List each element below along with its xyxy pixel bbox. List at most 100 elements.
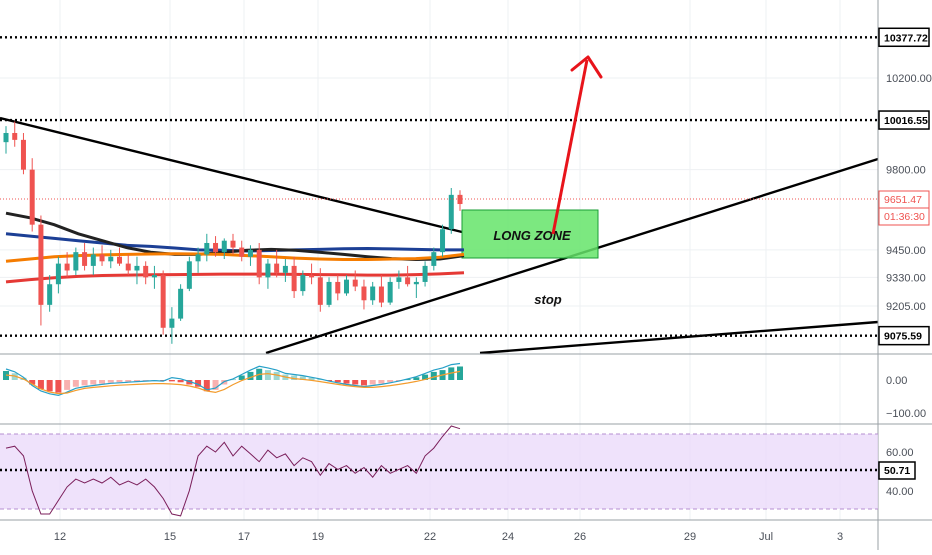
candle[interactable]	[29, 158, 35, 232]
candle[interactable]	[117, 247, 122, 266]
macd-histogram-bar	[99, 380, 106, 384]
candle[interactable]	[55, 256, 61, 294]
target-arrow-icon[interactable]	[551, 55, 603, 235]
macd-histogram-bar	[168, 380, 175, 382]
candle[interactable]	[230, 233, 236, 255]
candle[interactable]	[448, 187, 454, 234]
candle[interactable]	[47, 275, 53, 312]
candle[interactable]	[291, 256, 297, 298]
candle[interactable]	[160, 270, 166, 335]
lower-trendline[interactable]	[479, 320, 879, 355]
candle[interactable]	[282, 259, 288, 282]
candle[interactable]	[387, 277, 393, 305]
candle[interactable]	[413, 277, 419, 298]
macd-histogram-bar	[369, 380, 376, 385]
trendlines[interactable]	[0, 116, 879, 355]
candle[interactable]	[440, 224, 446, 257]
candle[interactable]	[326, 277, 332, 308]
candle[interactable]	[134, 256, 140, 285]
macd-histogram-bar	[387, 380, 394, 383]
time-tick-label: 12	[54, 531, 66, 543]
candle[interactable]	[247, 245, 253, 266]
candle[interactable]	[108, 249, 114, 269]
macd-histogram-bar	[186, 380, 193, 385]
candle[interactable]	[143, 261, 149, 285]
candle[interactable]	[335, 275, 341, 301]
macd-signal-line	[5, 370, 461, 395]
candle[interactable]	[405, 265, 411, 287]
macd-histogram-bar	[29, 380, 36, 385]
macd-histogram-bar	[133, 380, 140, 382]
candle[interactable]	[431, 247, 437, 271]
rsi-value-tag: 50.71	[878, 461, 916, 480]
candle[interactable]	[64, 252, 70, 278]
candle[interactable]	[125, 254, 131, 276]
candle[interactable]	[20, 132, 26, 175]
candle[interactable]	[422, 261, 428, 287]
svg-text:50.71: 50.71	[884, 465, 910, 477]
macd-pane[interactable]	[3, 362, 463, 397]
long-zone-box[interactable]	[461, 209, 599, 259]
price-pane[interactable]: LONG ZONE stop	[0, 36, 879, 355]
candle[interactable]	[370, 281, 376, 305]
candle[interactable]	[221, 238, 227, 260]
macd-histogram-bar	[46, 380, 53, 392]
rsi-pane[interactable]	[0, 425, 878, 517]
macd-histogram-bar	[203, 380, 210, 392]
time-axis[interactable]: 12 15 17 19 22 24 26 29 Jul 3	[54, 531, 843, 543]
rsi-line	[5, 425, 461, 517]
macd-histogram-bar	[448, 367, 455, 380]
macd-histogram-bar	[378, 380, 385, 384]
candle[interactable]	[309, 263, 315, 285]
svg-text:10377.72: 10377.72	[884, 32, 928, 44]
time-tick-label: 29	[684, 531, 696, 543]
candle[interactable]	[265, 259, 271, 289]
candle[interactable]	[317, 268, 323, 312]
level-lines	[0, 36, 878, 337]
candle[interactable]	[82, 242, 88, 271]
candles[interactable]	[3, 121, 463, 344]
candle[interactable]	[361, 279, 367, 310]
candle[interactable]	[213, 236, 219, 257]
candle[interactable]	[99, 245, 105, 266]
candle[interactable]	[204, 233, 210, 262]
macd-histogram-bar	[116, 380, 123, 383]
candle[interactable]	[178, 284, 184, 321]
current-price-tag: 9651.47	[878, 190, 930, 209]
candle[interactable]	[38, 215, 44, 326]
candle[interactable]	[378, 275, 384, 308]
candle[interactable]	[256, 242, 262, 285]
level-price-tag: 10377.72	[878, 27, 930, 48]
candle[interactable]	[239, 240, 245, 262]
candle[interactable]	[3, 126, 9, 154]
price-tick-label: 9800.00	[886, 165, 926, 177]
candle[interactable]	[90, 247, 96, 276]
macd-histogram-bar	[107, 380, 114, 383]
candle[interactable]	[195, 247, 201, 273]
candle[interactable]	[300, 270, 306, 296]
candle[interactable]	[73, 247, 79, 276]
macd-histogram-bar	[212, 380, 219, 390]
rsi-tick-label: 60.00	[886, 447, 914, 459]
macd-histogram-bar	[422, 374, 429, 380]
moving-average-line	[5, 271, 465, 284]
macd-histogram-bar	[230, 379, 236, 381]
candle[interactable]	[344, 275, 349, 296]
candle[interactable]	[352, 270, 358, 292]
price-tick-label: 9330.00	[886, 272, 926, 284]
candle[interactable]	[169, 307, 175, 344]
stop-label: stop	[534, 292, 562, 307]
price-axis[interactable]: 10200.00 9800.00 9450.00 9330.00 9205.00 1037…	[878, 27, 932, 498]
descending-trendline[interactable]	[0, 116, 463, 234]
candle[interactable]	[12, 121, 18, 147]
candle[interactable]	[186, 256, 192, 292]
candle[interactable]	[274, 249, 280, 278]
macd-histogram-bar	[317, 379, 324, 381]
candle[interactable]	[396, 270, 402, 289]
candle[interactable]	[151, 265, 157, 289]
candle[interactable]	[457, 190, 463, 211]
macd-histogram-bar	[195, 380, 202, 387]
macd-tick-label: 0.00	[886, 375, 907, 387]
